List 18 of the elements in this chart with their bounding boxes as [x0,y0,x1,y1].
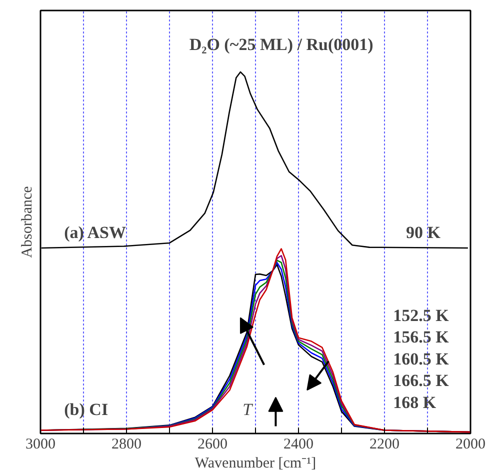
x-axis-title: Wavenumber [cm⁻¹] [194,456,316,472]
annotation: 90 K [406,222,442,242]
chart-title: D₂O (~25 ML) / Ru(0001) [189,34,374,54]
x-tick-label: 2800 [112,436,142,452]
annotation: 156.5 K [393,328,450,347]
annotation: 160.5 K [393,349,450,368]
annotation: (b) CI [64,400,108,420]
annotation: (a) ASW [64,222,126,242]
x-tick-label: 3000 [26,436,56,452]
x-tick-label: 2000 [456,436,486,452]
annotation: 166.5 K [393,371,450,390]
annotation: T [242,400,254,420]
x-tick-label: 2400 [284,436,314,452]
annotation: 152.5 K [393,306,450,326]
annotation: 168 K [393,392,437,412]
x-tick-label: 2600 [198,436,228,452]
x-tick-label: 2200 [370,436,400,452]
y-axis-title: Absorbance [20,186,36,258]
